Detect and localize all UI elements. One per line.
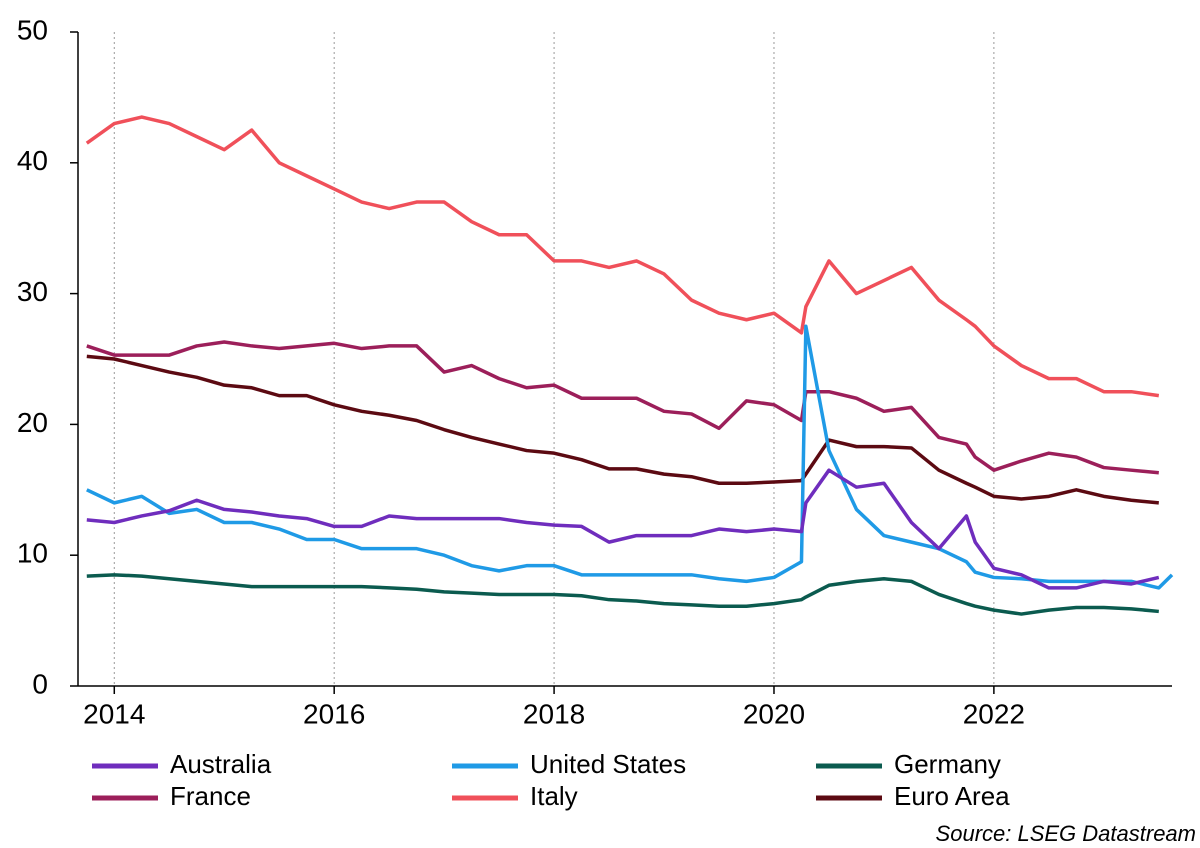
series-line — [86, 340, 1159, 475]
series-line — [86, 468, 1160, 590]
y-tick-label: 0 — [32, 668, 48, 699]
legend-label: United States — [530, 749, 686, 779]
y-tick-label: 50 — [17, 14, 48, 45]
legend-label: Australia — [170, 749, 272, 779]
series-line — [86, 573, 1159, 616]
x-tick-label: 2018 — [523, 698, 585, 729]
y-tick-label: 30 — [17, 276, 48, 307]
x-tick-label: 2016 — [303, 698, 365, 729]
y-tick-label: 20 — [17, 407, 48, 438]
y-tick-label: 10 — [17, 538, 48, 569]
x-tick-label: 2022 — [963, 698, 1025, 729]
legend-label: Germany — [894, 749, 1001, 779]
source-note: Source: LSEG Datastream — [936, 821, 1196, 846]
legend-label: Euro Area — [894, 781, 1010, 811]
legend-label: France — [170, 781, 251, 811]
x-tick-label: 2014 — [83, 698, 145, 729]
y-tick-label: 40 — [17, 145, 48, 176]
x-tick-label: 2020 — [743, 698, 805, 729]
series-line — [86, 354, 1159, 505]
series-line — [86, 324, 1174, 590]
legend-label: Italy — [530, 781, 578, 811]
series-line — [85, 115, 1160, 398]
